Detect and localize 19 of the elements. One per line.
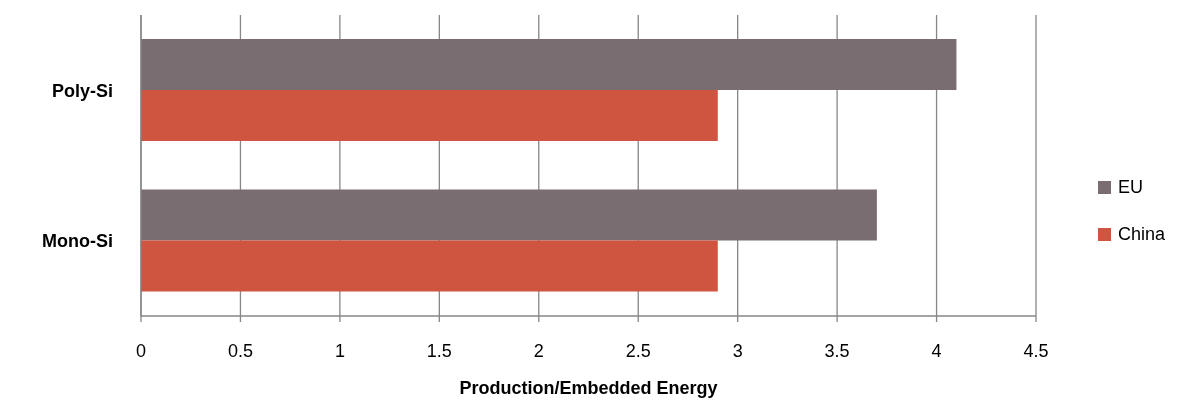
legend-label: EU	[1118, 177, 1144, 198]
x-tick-label: 1.5	[426, 340, 452, 361]
x-tick-label: 4	[931, 340, 942, 361]
y-tick-label: Mono-Si	[42, 231, 113, 252]
x-tick-label: 4.5	[1023, 340, 1049, 361]
bar	[141, 90, 718, 142]
x-tick-label: 2	[533, 340, 544, 361]
x-tick-label: 0.5	[227, 340, 253, 361]
bar	[141, 240, 718, 292]
x-tick-label: 2.5	[625, 340, 651, 361]
x-tick-label: 1	[334, 340, 345, 361]
x-tick-label: 0	[135, 340, 147, 361]
x-axis-title: Production/Embedded Energy	[459, 378, 718, 398]
y-tick-label: Poly-Si	[51, 80, 113, 101]
bar	[141, 189, 877, 241]
x-tick-label: 3.5	[824, 340, 850, 361]
bar	[141, 39, 957, 91]
legend-label: China	[1118, 224, 1166, 245]
x-tick-label: 3	[732, 340, 743, 361]
